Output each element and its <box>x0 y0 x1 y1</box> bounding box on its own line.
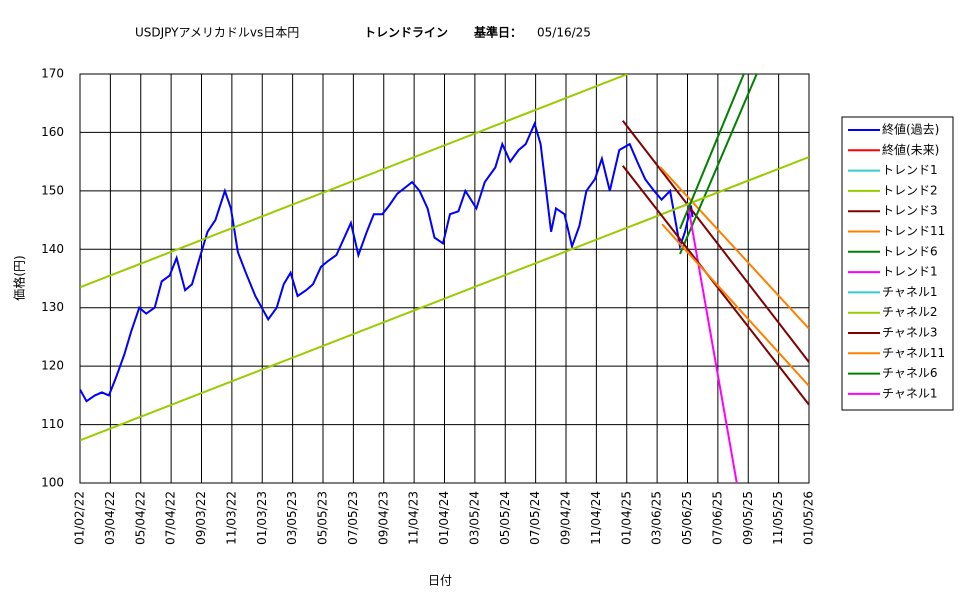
series-line <box>687 204 738 483</box>
legend-label: チャネル1 <box>882 386 938 400</box>
x-axis-label: 日付 <box>428 574 452 588</box>
x-tick-label: 11/04/24 <box>589 491 603 545</box>
base-date-label: 基準日： <box>473 25 522 40</box>
x-tick-label: 09/03/22 <box>194 491 208 545</box>
legend-label: トレンド11 <box>882 224 945 238</box>
legend-label: チャネル6 <box>882 366 938 380</box>
x-tick-label: 11/04/23 <box>407 491 421 545</box>
legend-label: トレンド6 <box>882 244 938 258</box>
y-tick-label: 150 <box>41 183 64 197</box>
series-line <box>622 120 809 363</box>
trend-label: トレンドライン <box>364 26 448 40</box>
legend-label: チャネル2 <box>882 305 938 319</box>
x-tick-label: 07/05/23 <box>346 491 360 545</box>
y-tick-label: 130 <box>41 300 64 314</box>
y-tick-label: 100 <box>41 476 64 490</box>
x-tick-label: 09/04/23 <box>376 491 390 545</box>
series-line <box>622 165 809 406</box>
series-line <box>661 223 809 387</box>
y-tick-label: 140 <box>41 242 64 256</box>
x-tick-label: 05/05/23 <box>316 491 330 545</box>
x-tick-label: 03/04/22 <box>103 491 117 545</box>
y-tick-label: 120 <box>41 359 64 373</box>
x-tick-label: 11/03/22 <box>224 491 238 545</box>
x-tick-label: 01/04/25 <box>619 491 633 545</box>
x-tick-label: 07/04/22 <box>164 491 178 545</box>
y-tick-label: 160 <box>41 125 64 139</box>
series-line <box>80 156 809 442</box>
legend-label: 終値(過去) <box>882 122 939 137</box>
series-line <box>659 166 809 330</box>
legend-box <box>841 116 954 411</box>
y-tick-label: 170 <box>41 67 64 81</box>
x-tick-label: 03/05/24 <box>467 491 481 545</box>
x-tick-label: 09/05/25 <box>741 491 755 545</box>
base-date: 05/16/25 <box>537 26 591 40</box>
series-line <box>679 74 745 230</box>
x-tick-label: 01/02/22 <box>73 491 87 545</box>
legend-label: トレンド2 <box>882 183 938 197</box>
legend-label: トレンド1 <box>882 163 938 177</box>
y-tick-label: 110 <box>41 417 64 431</box>
x-tick-label: 05/04/22 <box>133 491 147 545</box>
series-line <box>80 74 629 289</box>
x-tick-label: 05/05/24 <box>498 491 512 545</box>
x-tick-label: 01/03/23 <box>255 491 269 545</box>
x-tick-label: 03/06/25 <box>650 491 664 545</box>
chart-title: USDJPYアメリカドルvs日本円 <box>135 26 299 40</box>
x-tick-label: 03/05/23 <box>285 491 299 545</box>
y-axis-label: 価格(円) <box>12 255 27 300</box>
x-tick-label: 07/05/24 <box>528 491 542 545</box>
legend-label: チャネル3 <box>882 326 938 340</box>
legend-label: トレンド3 <box>882 204 938 218</box>
x-tick-label: 07/06/25 <box>710 491 724 545</box>
legend-label: チャネル1 <box>882 285 938 299</box>
legend-label: トレンド1 <box>882 265 938 279</box>
series-line <box>80 120 694 403</box>
legend-label: チャネル11 <box>882 346 945 360</box>
legend-label: 終値(未来) <box>882 142 939 157</box>
x-tick-label: 05/06/25 <box>680 491 694 545</box>
x-tick-label: 01/04/24 <box>437 491 451 545</box>
x-tick-label: 09/04/24 <box>559 491 573 545</box>
series-line <box>679 74 758 255</box>
x-tick-label: 01/05/26 <box>802 491 816 545</box>
x-tick-label: 11/05/25 <box>771 491 785 545</box>
